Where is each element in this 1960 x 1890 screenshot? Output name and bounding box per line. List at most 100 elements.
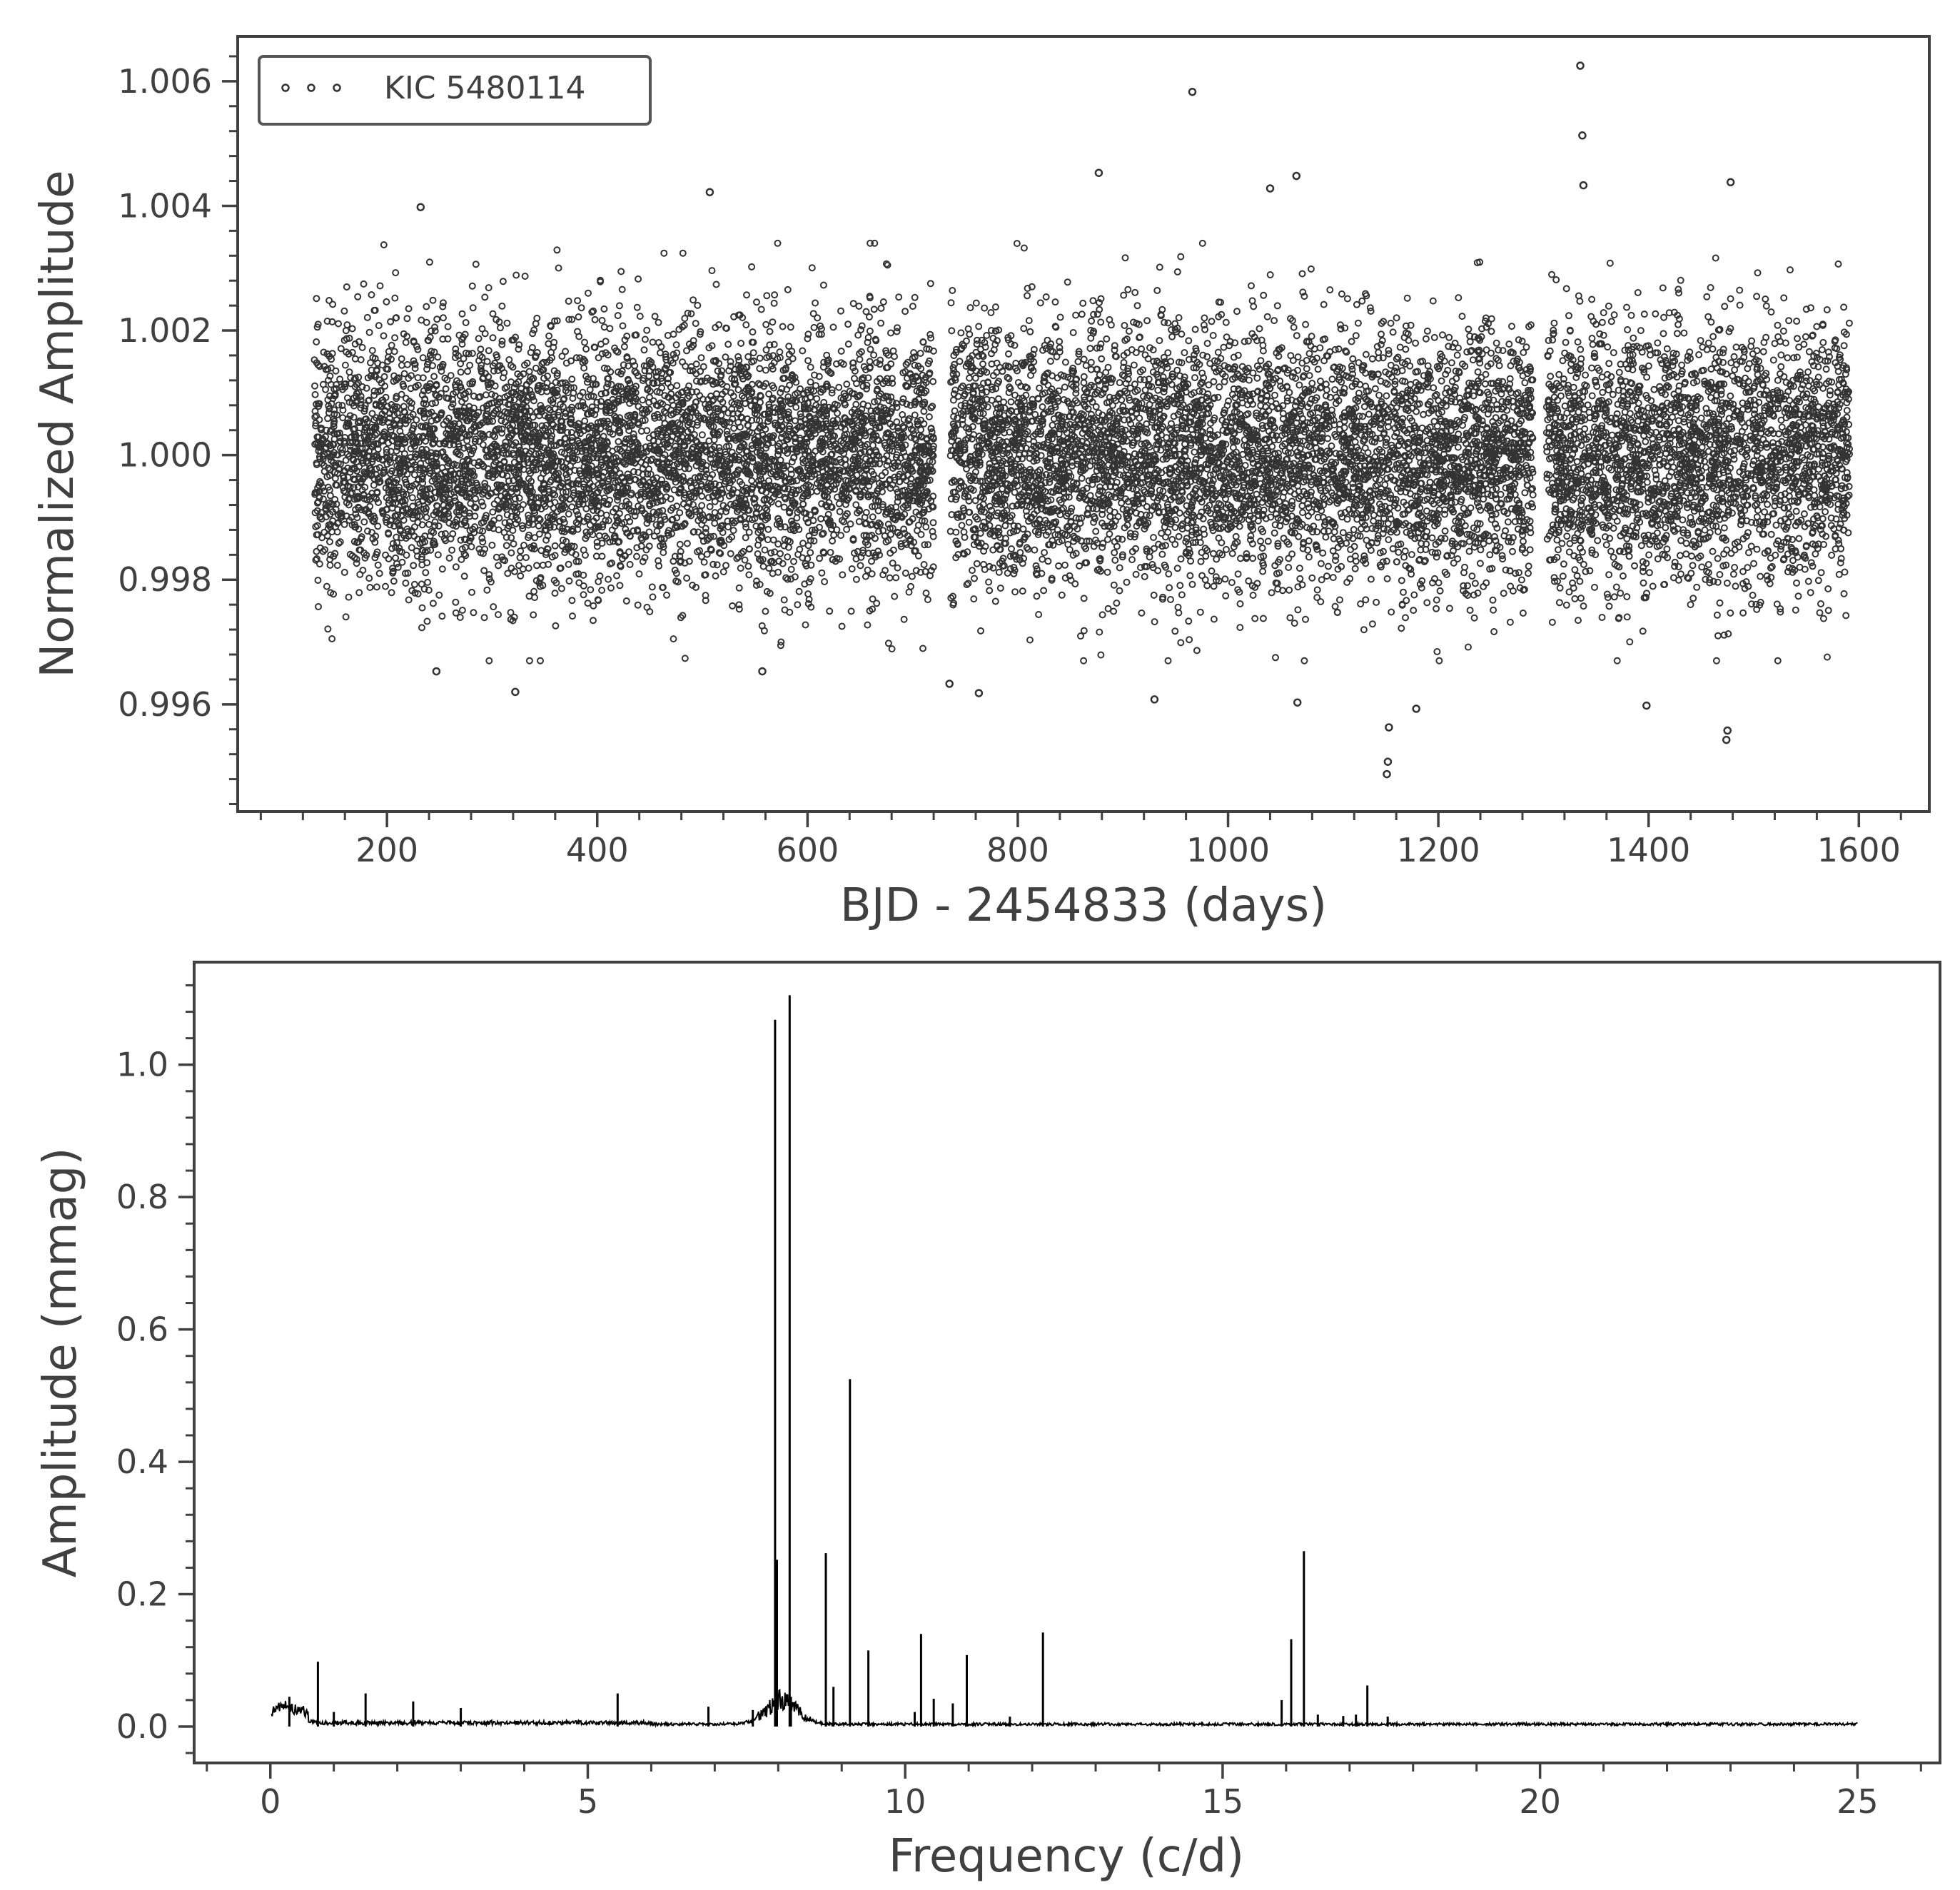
light-curve-point	[525, 511, 532, 519]
light-curve-point	[457, 360, 465, 368]
light-curve-point	[699, 363, 707, 370]
light-curve-point	[780, 503, 788, 511]
light-curve-point	[315, 560, 323, 568]
light-curve-point	[418, 475, 426, 483]
light-curve-point	[552, 378, 560, 386]
light-curve-point	[784, 575, 792, 583]
light-curve-point	[403, 315, 411, 323]
light-curve-point	[884, 261, 891, 269]
light-curve-point	[548, 354, 556, 362]
light-curve-point	[922, 590, 930, 597]
light-curve-point	[919, 645, 926, 652]
light-curve-point	[452, 563, 460, 571]
light-curve-point	[742, 520, 749, 527]
light-curve-point	[572, 557, 580, 565]
light-curve-point	[440, 299, 447, 307]
light-curve-point	[784, 553, 792, 561]
light-curve-point	[561, 549, 569, 556]
light-curve-point	[479, 538, 487, 546]
light-curve-point	[312, 523, 320, 530]
light-curve-point	[335, 540, 343, 547]
light-curve-point	[342, 457, 350, 464]
light-curve-point	[340, 307, 348, 315]
light-curve-point	[342, 327, 350, 335]
light-curve-point	[568, 315, 576, 323]
light-curve-point	[373, 583, 380, 591]
light-curve-point	[642, 546, 650, 554]
light-curve-point	[490, 603, 497, 611]
light-curve-point	[911, 411, 919, 419]
light-curve-point	[784, 285, 792, 293]
light-curve-point	[673, 502, 681, 510]
light-curve-point	[434, 353, 442, 361]
light-curve-point	[509, 363, 517, 371]
light-curve-point	[761, 546, 769, 554]
light-curve-point	[531, 534, 539, 542]
light-curve-point	[600, 305, 608, 313]
light-curve-point	[779, 323, 787, 330]
light-curve-point	[785, 343, 793, 350]
light-curve-point	[323, 582, 330, 590]
light-curve-point	[605, 425, 612, 433]
light-curve-point	[572, 551, 580, 559]
light-curve-point	[505, 433, 512, 440]
light-curve-point	[724, 340, 732, 348]
light-curve-point	[325, 297, 333, 304]
light-curve-point	[810, 323, 818, 331]
light-curve-point	[689, 337, 697, 345]
light-curve-point	[829, 537, 837, 545]
light-curve-point	[782, 366, 789, 373]
light-curve-point	[843, 525, 851, 533]
light-curve-point	[549, 490, 557, 497]
light-curve-point	[810, 537, 818, 545]
light-curve-point	[476, 527, 483, 535]
light-curve-point	[429, 600, 437, 607]
light-curve-point	[765, 353, 773, 360]
light-curve-point	[640, 346, 648, 354]
light-curve-point	[516, 554, 524, 562]
light-curve-point	[551, 542, 559, 550]
light-curve-point	[698, 502, 706, 510]
light-curve-point	[760, 627, 768, 635]
light-curve-point	[879, 503, 886, 511]
light-curve-point	[872, 408, 879, 415]
light-curve-point	[922, 523, 930, 531]
light-curve-point	[507, 534, 515, 542]
light-curve-points	[310, 239, 1853, 664]
light-curve-point	[485, 657, 493, 664]
light-curve-point	[754, 380, 762, 388]
light-curve-point	[641, 554, 649, 562]
light-curve-point	[495, 514, 503, 522]
light-curve-point	[670, 350, 677, 358]
light-curve-point	[400, 370, 408, 378]
light-curve-point	[411, 360, 419, 368]
light-curve-point	[702, 466, 709, 474]
light-curve-point	[405, 596, 413, 604]
light-curve-point	[794, 601, 802, 609]
light-curve-point	[502, 542, 510, 550]
light-curve-point	[692, 507, 700, 515]
light-curve-point	[584, 600, 592, 607]
light-curve-point	[694, 301, 702, 309]
light-curve-point	[729, 602, 737, 610]
light-curve-point	[329, 300, 337, 308]
light-curve-point	[617, 268, 625, 276]
light-curve-point	[622, 597, 630, 605]
light-curve-point	[723, 504, 731, 512]
light-curve-point	[477, 345, 485, 353]
light-curve-point	[574, 520, 582, 528]
light-curve-point	[499, 278, 507, 285]
light-curve-point	[856, 465, 864, 473]
light-curve-point	[892, 574, 900, 582]
light-curve-point	[743, 291, 750, 299]
light-curve-point	[431, 323, 438, 331]
light-curve-point	[504, 570, 512, 577]
light-curve-point	[871, 239, 879, 247]
light-curve-point	[458, 607, 466, 614]
light-curve-point	[787, 465, 794, 473]
light-curve-point	[774, 540, 782, 548]
light-curve-point	[594, 465, 602, 473]
light-curve-point	[442, 385, 450, 393]
light-curve-point	[458, 340, 466, 348]
